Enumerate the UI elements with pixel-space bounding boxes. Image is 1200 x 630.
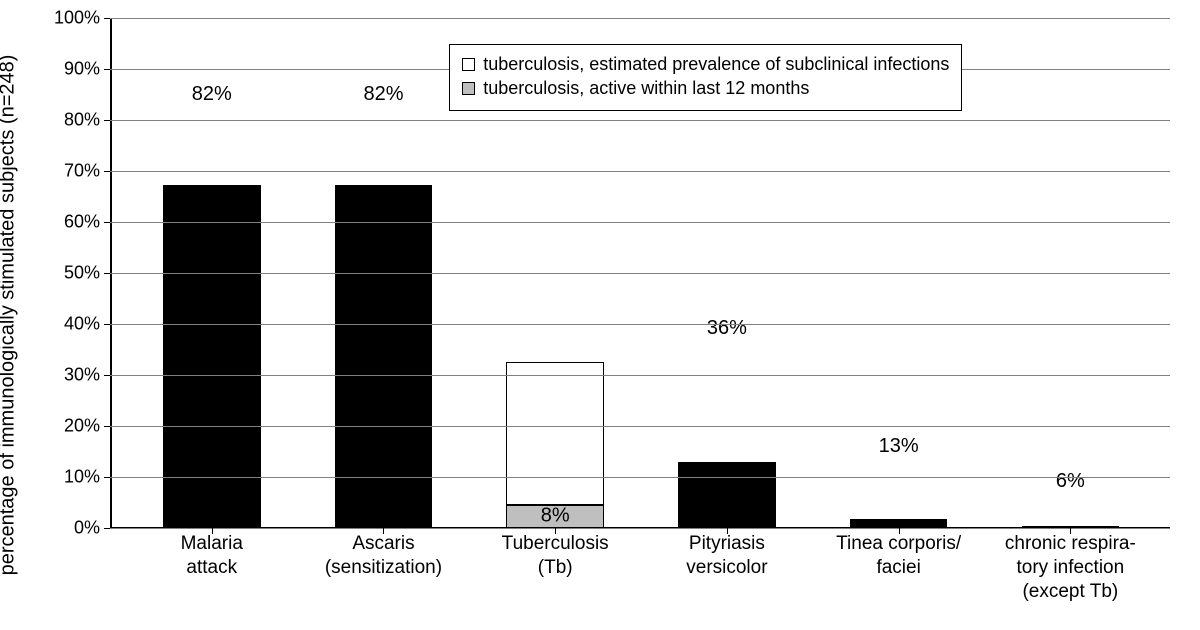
y-tick-label: 10% <box>64 467 100 488</box>
bar-segment <box>678 462 776 528</box>
bar: 82% <box>335 110 433 528</box>
y-tick-label: 100% <box>54 8 100 29</box>
y-tick-label: 60% <box>64 212 100 233</box>
bar-chart: percentage of immunologically stimulated… <box>0 0 1200 630</box>
bar: 36% <box>678 344 776 528</box>
bar: 82% <box>163 110 261 528</box>
gridline <box>110 375 1170 376</box>
y-axis-label: percentage of immunologically stimulated… <box>0 55 20 576</box>
bar: 13% <box>850 462 948 528</box>
y-tick-label: 40% <box>64 314 100 335</box>
y-tick-mark <box>104 18 110 19</box>
y-tick-mark <box>104 171 110 172</box>
legend-swatch <box>462 58 475 71</box>
x-axis-label: Pityriasisversicolor <box>642 532 812 580</box>
y-tick-label: 30% <box>64 365 100 386</box>
bar-segment <box>850 519 948 528</box>
y-tick-mark <box>104 120 110 121</box>
bar-segment <box>506 362 604 504</box>
gridline <box>110 528 1170 529</box>
bar-value-label: 82% <box>192 83 232 106</box>
y-tick-label: 80% <box>64 110 100 131</box>
y-tick-mark <box>104 324 110 325</box>
y-tick-mark <box>104 69 110 70</box>
bar-value-label: 36% <box>707 317 747 340</box>
gridline <box>110 324 1170 325</box>
y-tick-mark <box>104 222 110 223</box>
legend-swatch <box>462 82 475 95</box>
y-tick-mark <box>104 528 110 529</box>
y-tick-mark <box>104 375 110 376</box>
x-axis-label: Tuberculosis(Tb) <box>470 532 640 580</box>
x-axis-label: Ascaris(sensitization) <box>299 532 469 580</box>
y-tick-label: 20% <box>64 416 100 437</box>
legend-item: tuberculosis, estimated prevalence of su… <box>462 54 949 75</box>
gridline <box>110 18 1170 19</box>
bar-segment: 8% <box>506 505 604 528</box>
gridline <box>110 120 1170 121</box>
bar-value-label: 82% <box>363 83 403 106</box>
gridline <box>110 171 1170 172</box>
legend: tuberculosis, estimated prevalence of su… <box>449 44 962 111</box>
gridline <box>110 477 1170 478</box>
bar-inner-label: 8% <box>541 505 570 528</box>
y-tick-label: 70% <box>64 161 100 182</box>
bar-value-label: 13% <box>879 435 919 458</box>
y-tick-label: 90% <box>64 59 100 80</box>
x-axis-label: Tinea corporis/faciei <box>814 532 984 580</box>
y-tick-label: 0% <box>74 518 100 539</box>
y-tick-mark <box>104 426 110 427</box>
gridline <box>110 222 1170 223</box>
y-tick-label: 50% <box>64 263 100 284</box>
bar-value-label: 6% <box>1056 470 1085 493</box>
legend-label: tuberculosis, estimated prevalence of su… <box>483 54 949 75</box>
legend-label: tuberculosis, active within last 12 mont… <box>483 78 809 99</box>
bar: 8% <box>506 237 604 528</box>
legend-item: tuberculosis, active within last 12 mont… <box>462 78 949 99</box>
bar: 6% <box>1022 497 1120 528</box>
x-axis-label: chronic respira-tory infection(except Tb… <box>986 532 1156 603</box>
y-tick-mark <box>104 273 110 274</box>
gridline <box>110 273 1170 274</box>
y-tick-mark <box>104 477 110 478</box>
gridline <box>110 426 1170 427</box>
x-axis-label: Malariaattack <box>127 532 297 580</box>
